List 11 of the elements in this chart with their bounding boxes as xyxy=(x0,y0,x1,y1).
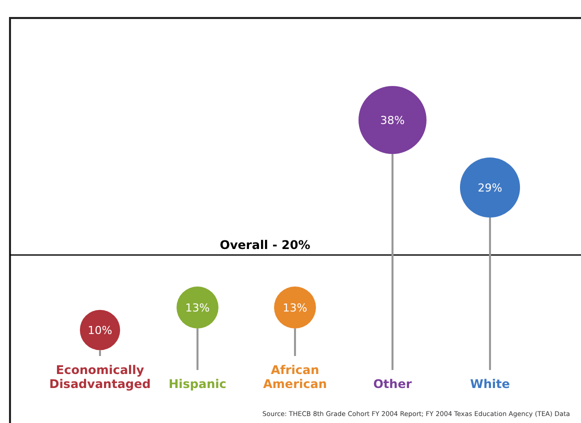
x-tick-label: Hispanic xyxy=(168,377,226,391)
ref-line-label: Overall - 20% xyxy=(220,238,310,252)
x-tick-label: Economically Disadvantaged xyxy=(49,363,151,391)
x-tick-label: White xyxy=(470,377,510,391)
x-tick-label: African American xyxy=(263,363,327,391)
data-label: 29% xyxy=(478,182,502,194)
data-label: 38% xyxy=(380,114,405,127)
data-label: 13% xyxy=(185,302,210,314)
data-label: 13% xyxy=(282,302,308,314)
data-label: 10% xyxy=(88,324,112,337)
x-tick-label: Other xyxy=(373,377,412,391)
